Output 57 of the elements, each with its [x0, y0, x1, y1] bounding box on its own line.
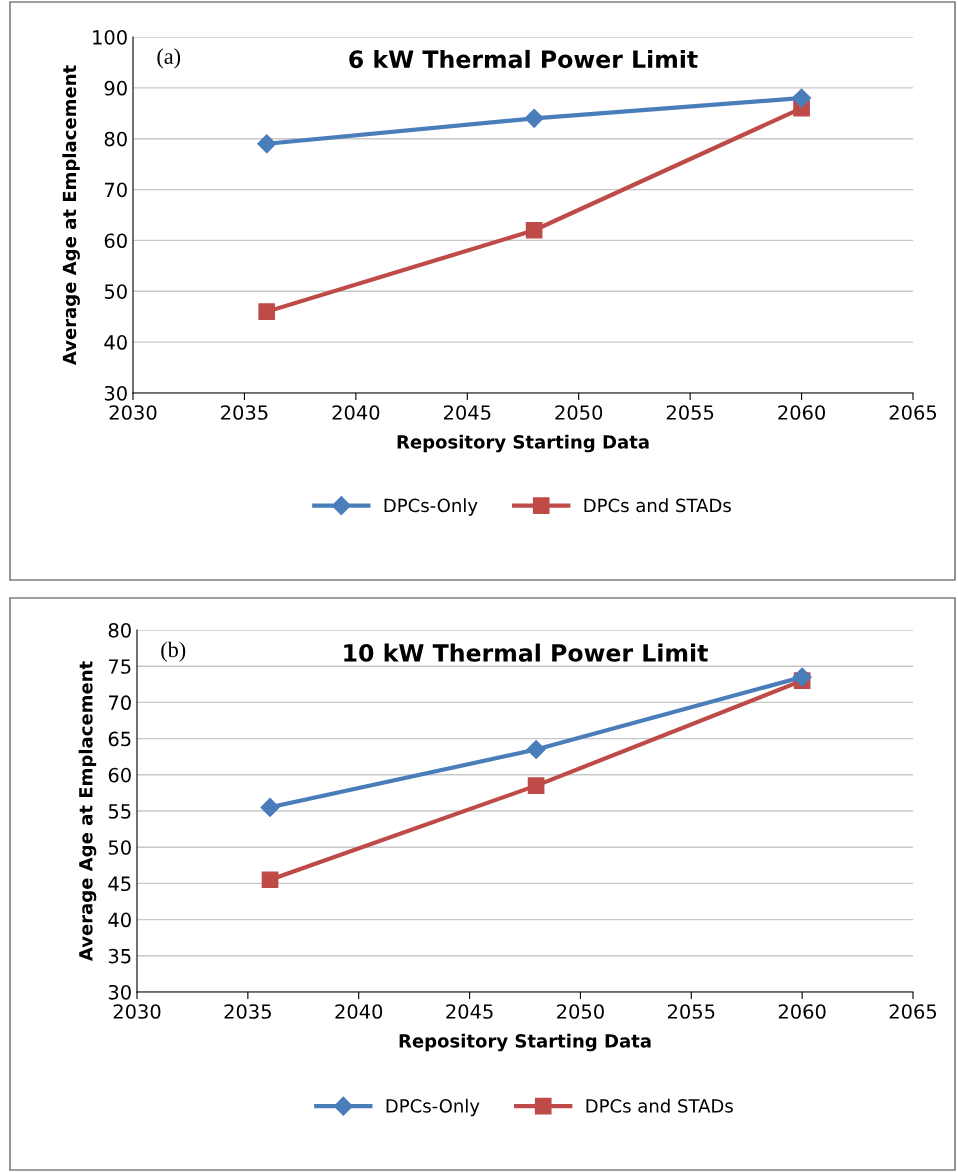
x-tick-label: 2055	[666, 405, 714, 420]
y-tick-label: 60	[108, 767, 131, 783]
annotation: (a)	[157, 48, 181, 69]
x-tick-label: 2050	[555, 405, 603, 420]
y-tick-label: 80	[108, 622, 131, 638]
y-tick-label: 70	[104, 182, 127, 198]
point	[524, 108, 544, 128]
y-tick-label: 45	[108, 876, 131, 892]
legend-label: DPCs-Only	[386, 1098, 480, 1117]
y-tick-label: 40	[108, 912, 131, 928]
legend-label: DPCs and STADs	[586, 1098, 733, 1113]
y-tick-label: 65	[108, 731, 131, 747]
x-tick-label: 2045	[446, 1004, 493, 1019]
x-tick-label: 2035	[224, 1004, 271, 1019]
x-tick-label: 2030	[109, 405, 157, 420]
y-tick-label: 100	[93, 29, 127, 45]
chart-title: 6 kW Thermal Power Limit	[349, 49, 698, 69]
x-tick-label: 2065	[889, 405, 937, 420]
point	[792, 667, 812, 687]
y-axis-title: Average Age at Emplacement	[62, 65, 80, 366]
y-tick-label: 40	[104, 335, 127, 350]
x-tick-label: 2055	[667, 1004, 715, 1019]
x-tick-label: 2060	[778, 1004, 826, 1019]
legend-label: DPCs-Only	[384, 498, 478, 516]
point	[526, 739, 546, 759]
point	[527, 777, 545, 794]
y-tick-label: 30	[108, 984, 131, 1000]
legend-label: DPCs and STADs	[584, 498, 731, 513]
y-axis-title: Average Age at Emplacement	[78, 661, 97, 962]
y-tick-label: 60	[104, 233, 127, 249]
y-tick-label: 70	[108, 695, 131, 711]
x-tick-label: 2060	[778, 405, 826, 420]
x-tick-label: 2050	[557, 1004, 604, 1019]
y-tick-label: 75	[108, 659, 131, 674]
x-tick-label: 2035	[221, 405, 268, 420]
x-tick-label: 2065	[889, 1004, 937, 1019]
x-tick-label: 2040	[335, 1004, 383, 1019]
point	[260, 797, 280, 817]
annotation: (b)	[161, 641, 186, 662]
point	[525, 221, 543, 239]
x-axis-title: Repository Starting Data	[397, 434, 649, 453]
y-tick-label: 90	[104, 80, 127, 96]
y-tick-label: 55	[108, 804, 131, 819]
x-tick-label: 2040	[332, 405, 380, 420]
x-axis-title: Repository Starting Data	[399, 1033, 651, 1052]
point	[258, 303, 276, 320]
point	[792, 88, 812, 108]
y-tick-label: 35	[108, 948, 131, 964]
y-tick-label: 50	[108, 840, 131, 855]
y-tick-label: 50	[104, 284, 127, 299]
x-tick-label: 2045	[443, 405, 491, 420]
point	[257, 134, 277, 154]
x-tick-label: 2030	[113, 1004, 161, 1019]
chart-title: 10 kW Thermal Power Limit	[344, 643, 708, 662]
point	[261, 871, 279, 889]
y-tick-label: 80	[104, 131, 127, 147]
y-tick-label: 30	[104, 385, 127, 401]
